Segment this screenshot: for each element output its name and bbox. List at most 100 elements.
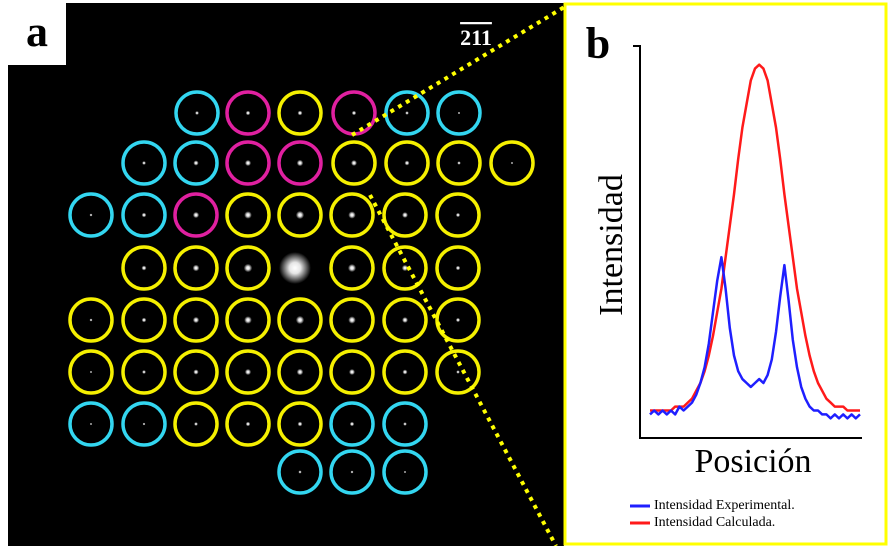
panel-label: b xyxy=(586,19,610,68)
spot-ring xyxy=(225,297,271,343)
zoom-line xyxy=(368,194,558,546)
spot-ring xyxy=(68,349,114,395)
x-axis-label: Posición xyxy=(694,443,811,480)
diffraction-spot xyxy=(404,160,410,166)
spot-ring xyxy=(382,401,428,447)
spot-ring xyxy=(382,245,428,291)
diffraction-spot xyxy=(350,470,354,474)
diffraction-spot xyxy=(193,369,199,375)
spot-ring xyxy=(277,140,323,186)
panel-label: a xyxy=(26,7,48,56)
spot-rings xyxy=(68,90,535,495)
diffraction-spot xyxy=(457,161,461,165)
spot-ring xyxy=(384,140,430,186)
diffraction-spot xyxy=(347,263,357,273)
diffraction-spot xyxy=(455,317,461,323)
spot-ring xyxy=(173,140,219,186)
diffraction-spot xyxy=(244,159,252,167)
spot-ring xyxy=(121,192,167,238)
diffraction-spot xyxy=(192,211,200,219)
diffraction-spot xyxy=(194,422,198,426)
spot-ring xyxy=(277,401,323,447)
diffraction-spot xyxy=(89,318,93,322)
data-line xyxy=(650,63,860,412)
diffraction-spot xyxy=(195,111,199,115)
diffraction-spot xyxy=(244,368,252,376)
diffraction-spot xyxy=(141,265,147,271)
spot-ring xyxy=(277,297,323,343)
zoom-line xyxy=(350,4,568,137)
diffraction-spot xyxy=(297,110,303,116)
spot-ring xyxy=(174,90,220,136)
diffraction-spot xyxy=(455,265,461,271)
diffraction-spot xyxy=(349,421,355,427)
spot-ring xyxy=(68,297,114,343)
legend-label: Intensidad Experimental. xyxy=(654,498,795,513)
spot-ring xyxy=(277,90,323,136)
diffraction-spot xyxy=(295,315,305,325)
panel-b xyxy=(563,2,888,546)
spot-ring xyxy=(436,90,482,136)
diffraction-spot xyxy=(142,422,146,426)
diffraction-spot xyxy=(297,421,303,427)
spot-ring xyxy=(121,297,167,343)
diffraction-spot xyxy=(142,370,146,374)
spot-ring xyxy=(121,401,167,447)
diffraction-spot xyxy=(245,421,251,427)
diffraction-spot xyxy=(89,370,93,374)
spot-ring xyxy=(489,140,535,186)
spot-ring xyxy=(277,449,323,495)
spot-ring xyxy=(436,140,482,186)
spot-ring xyxy=(382,297,428,343)
spot-ring xyxy=(435,245,481,291)
diffraction-spot xyxy=(456,370,460,374)
diffraction-spot xyxy=(245,110,251,116)
diffraction-spot xyxy=(403,422,407,426)
central-beam xyxy=(279,252,311,284)
spot-ring xyxy=(225,349,271,395)
diffraction-spot xyxy=(351,110,357,116)
diffraction-spot xyxy=(243,263,253,273)
spot-ring xyxy=(329,401,375,447)
diffraction-spot xyxy=(403,470,407,474)
spot-ring xyxy=(68,401,114,447)
spot-ring xyxy=(329,297,375,343)
diffraction-spot xyxy=(296,159,304,167)
spot-ring xyxy=(277,192,323,238)
panel-label-box xyxy=(8,3,66,65)
spot-ring xyxy=(68,192,114,238)
diffraction-spot xyxy=(298,470,302,474)
diffraction-spot xyxy=(295,210,305,220)
spot-ring xyxy=(329,192,375,238)
data-line xyxy=(649,255,861,420)
diffraction-spot xyxy=(192,316,200,324)
diffraction-spot xyxy=(142,161,146,165)
plot-area: Intensidad Experimental. Intensidad Calcu… xyxy=(630,63,861,530)
spot-ring xyxy=(121,349,167,395)
diffraction-spot xyxy=(402,317,408,323)
spot-ring xyxy=(173,349,219,395)
diffraction-spot xyxy=(348,368,356,376)
spot-ring xyxy=(225,192,271,238)
spot-ring xyxy=(225,245,271,291)
diffraction-spot xyxy=(510,161,514,165)
spot-ring xyxy=(173,401,219,447)
diffraction-spot xyxy=(244,316,252,324)
diffraction-spot xyxy=(141,317,147,323)
spot-ring xyxy=(382,449,428,495)
diffraction-spot xyxy=(296,368,304,376)
spot-ring xyxy=(277,349,323,395)
zone-axis: 211 xyxy=(460,25,492,50)
diffraction-spot xyxy=(193,160,199,166)
spot-ring xyxy=(435,192,481,238)
diffraction-spot xyxy=(348,316,356,324)
diffraction-spot xyxy=(405,111,409,115)
spot-ring xyxy=(225,401,271,447)
diffraction-spot xyxy=(89,422,93,426)
spot-ring xyxy=(173,245,219,291)
spot-ring xyxy=(329,245,375,291)
spot-ring xyxy=(173,297,219,343)
diffraction-spot xyxy=(351,160,357,166)
